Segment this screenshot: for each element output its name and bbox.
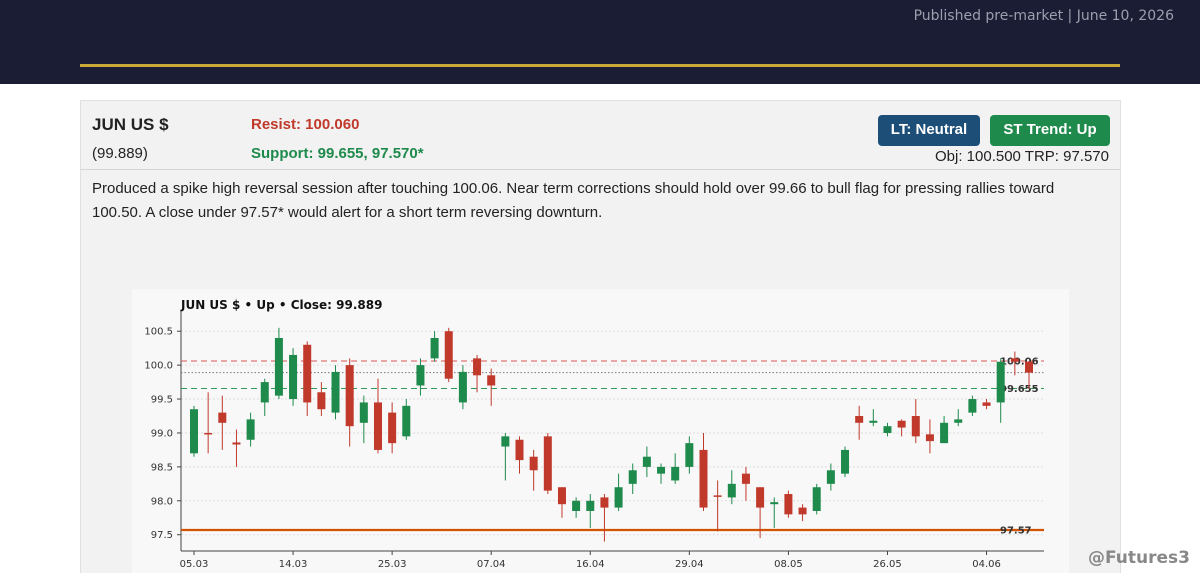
x-tick-label: 08.05 <box>774 559 803 570</box>
last-price: (99.889) <box>92 145 148 162</box>
contract: JUN US $ <box>92 115 169 134</box>
candle-body <box>515 439 524 461</box>
candle-body <box>402 405 411 437</box>
candle-body <box>529 456 538 471</box>
candle-body <box>713 495 722 497</box>
candle-body <box>911 416 920 437</box>
candle-body <box>954 419 963 423</box>
commentary: Produced a spike high reversal session a… <box>92 180 1055 221</box>
candle-body <box>430 337 439 359</box>
candle-body <box>982 402 991 406</box>
candle-body <box>444 331 453 379</box>
candle-body <box>671 466 680 481</box>
candle-body <box>940 422 949 444</box>
candle-body <box>274 337 283 396</box>
candle-body <box>614 487 623 508</box>
candle-body <box>657 466 666 474</box>
candle-body <box>600 497 609 508</box>
header: Published pre-market | June 10, 2026 <box>0 0 1200 84</box>
candle-body <box>232 442 241 445</box>
candle-body <box>303 344 312 403</box>
report-card: JUN US $ (99.889) Resist: 100.060 Suppor… <box>80 100 1121 573</box>
support: Support: 99.655, 97.570* <box>251 145 424 162</box>
x-tick-label: 14.03 <box>279 559 308 570</box>
x-tick-label: 29.04 <box>675 559 704 570</box>
x-tick-label: 26.05 <box>873 559 902 570</box>
candle-body <box>1025 361 1033 373</box>
candle-body <box>289 354 298 400</box>
candle-body <box>869 420 878 423</box>
candle-body <box>925 434 934 442</box>
publish-info: Published pre-market | June 10, 2026 <box>913 8 1174 24</box>
candle-body <box>388 412 397 444</box>
candle-body <box>826 470 835 484</box>
candle-body <box>784 494 793 515</box>
candle-body <box>487 375 496 386</box>
objectives: Obj: 100.500 TRP: 97.570 <box>934 148 1109 165</box>
level-label: 99.655 <box>1000 384 1039 395</box>
candle-body <box>359 402 368 423</box>
candle-body <box>855 416 864 423</box>
candle-body <box>642 456 651 467</box>
candle-body <box>416 365 425 386</box>
chart-panel: JUN US $ • Up • Close: 99.889 97.5 98.0 98… <box>132 289 1069 573</box>
divider <box>80 64 1120 67</box>
candle-body <box>798 507 807 515</box>
resistance: Resist: 100.060 <box>251 116 360 133</box>
candle-body <box>317 392 326 410</box>
candle-body <box>897 420 906 428</box>
candle-body <box>883 426 892 433</box>
level-label: 100.06 <box>1000 357 1039 368</box>
candle-body <box>373 402 382 450</box>
candle-body <box>557 487 566 505</box>
candle-body <box>741 473 750 484</box>
x-tick-label: 07.04 <box>477 559 506 570</box>
card-header: JUN US $ (99.889) Resist: 100.060 Suppor… <box>81 101 1120 170</box>
candle-body <box>458 371 467 403</box>
candle-body <box>260 382 269 403</box>
candle-body <box>586 500 595 511</box>
candle-body <box>572 500 581 511</box>
x-tick-label: 05.03 <box>180 559 209 570</box>
candle-body <box>770 502 779 505</box>
x-tick-label: 25.03 <box>378 559 407 570</box>
candle-body <box>699 449 708 508</box>
y-tick-label: 100.5 <box>144 327 173 338</box>
candle-body <box>501 436 510 447</box>
candle-body <box>218 412 227 423</box>
level-label: 97.57 <box>1000 525 1032 536</box>
x-tick-label: 04.06 <box>972 559 1001 570</box>
candle-body <box>685 443 694 467</box>
candle-body <box>331 371 340 413</box>
y-tick-label: 98.0 <box>151 496 173 507</box>
candle-body <box>1010 358 1019 362</box>
candle-body <box>727 483 736 498</box>
candle-body <box>345 365 354 427</box>
y-tick-label: 100.0 <box>144 361 173 372</box>
candle-body <box>204 432 213 435</box>
candle-body <box>628 470 637 484</box>
candle-body <box>473 358 482 376</box>
chart-title: JUN US $ • Up • Close: 99.889 <box>180 298 382 312</box>
y-tick-label: 98.5 <box>151 462 173 473</box>
watermark: @Futures3 <box>1088 548 1190 568</box>
candle-body <box>246 419 255 440</box>
candle-body <box>841 449 850 474</box>
x-tick-label: 16.04 <box>576 559 605 570</box>
candle-body <box>543 436 552 491</box>
candle-body <box>968 399 977 413</box>
candle-body <box>190 409 198 454</box>
candle-body <box>812 487 821 511</box>
st-badge: ST Trend: Up <box>990 115 1110 146</box>
lt-badge: LT: Neutral <box>878 115 980 146</box>
chart: JUN US $ • Up • Close: 99.889 97.5 98.0 98… <box>144 298 1044 570</box>
y-tick-label: 99.5 <box>151 395 173 406</box>
y-tick-label: 99.0 <box>151 428 173 439</box>
candle-body <box>996 361 1005 403</box>
y-tick-label: 97.5 <box>151 530 173 541</box>
candle-body <box>756 487 765 508</box>
